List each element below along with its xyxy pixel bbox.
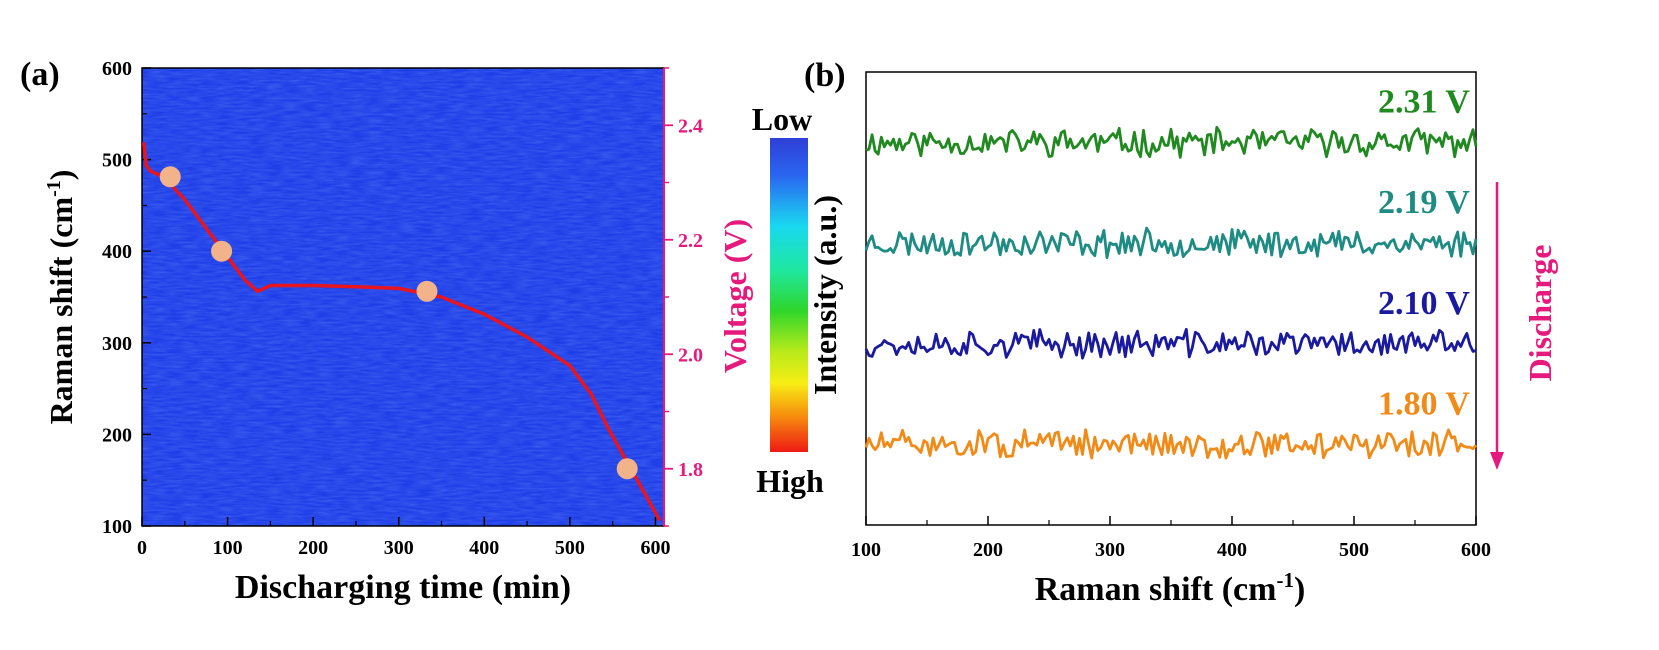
x-axis-label: Discharging time (min) xyxy=(235,569,571,606)
voltage-markers xyxy=(159,166,638,480)
x-tick-label: 500 xyxy=(555,537,585,559)
x-tick-label-b: 400 xyxy=(1217,539,1247,561)
y-tick-label: 600 xyxy=(102,58,132,80)
colorbar-gradient xyxy=(770,138,808,452)
spectra xyxy=(864,125,1478,460)
y-tick-label: 500 xyxy=(102,150,132,172)
heatmap-texture xyxy=(142,68,664,526)
colorbar-high-label: High xyxy=(756,463,824,499)
voltage-marker xyxy=(211,240,233,262)
x-tick-label-b: 600 xyxy=(1461,539,1491,561)
x-tick-label-b: 200 xyxy=(973,539,1003,561)
x-tick-label-b: 300 xyxy=(1095,539,1125,561)
voltage-tick-label: 2.2 xyxy=(678,230,703,252)
voltage-marker xyxy=(159,166,181,188)
spectrum-label: 2.10 V xyxy=(1378,285,1470,322)
x-tick-label-b: 500 xyxy=(1339,539,1369,561)
panel-b-label: (b) xyxy=(804,57,846,94)
panel-b: (b) 100 200 300 400 500 600 2.31 V 2.19 V 2.10 … xyxy=(804,57,1558,608)
spectrum-label: 2.31 V xyxy=(1378,83,1470,120)
voltage-tick-label: 1.8 xyxy=(678,459,703,481)
panel-a-label: (a) xyxy=(20,56,60,93)
y-tick-label: 300 xyxy=(102,333,132,355)
spectrum-label: 2.19 V xyxy=(1378,184,1470,221)
y-tick-label: 400 xyxy=(102,241,132,263)
x-tick-label: 100 xyxy=(213,537,243,559)
voltage-axis-ticks: 1.8 2.0 2.2 2.4 xyxy=(664,67,703,527)
x-tick-label: 200 xyxy=(298,537,328,559)
y-tick-label: 200 xyxy=(102,424,132,446)
discharge-arrow-head xyxy=(1490,452,1504,470)
colorbar-title: Intensity (a.u.) xyxy=(807,195,843,395)
x-tick-label: 300 xyxy=(384,537,414,559)
y-axis-ticks: 100 200 300 400 500 600 xyxy=(102,58,151,538)
colorbar: Low High Intensity (a.u.) xyxy=(752,101,843,499)
x-axis-ticks-b: 100 200 300 400 500 600 xyxy=(851,516,1491,561)
spectrum-line xyxy=(864,428,1478,460)
voltage-tick-label: 2.0 xyxy=(678,344,703,366)
x-axis-ticks: 0 100 200 300 400 500 600 xyxy=(137,517,670,559)
voltage-marker xyxy=(416,280,438,302)
voltage-marker xyxy=(616,458,638,480)
discharge-label: Discharge xyxy=(1522,245,1558,382)
x-tick-label: 600 xyxy=(640,537,670,559)
spectrum-line xyxy=(864,226,1478,260)
voltage-axis-label: Voltage (V) xyxy=(717,219,753,373)
x-tick-label: 0 xyxy=(137,537,147,559)
spectrum-label: 1.80 V xyxy=(1378,385,1470,422)
voltage-tick-label: 2.4 xyxy=(678,115,703,137)
spectrum-line xyxy=(864,327,1477,360)
discharge-arrow xyxy=(1490,182,1504,470)
colorbar-low-label: Low xyxy=(752,101,812,137)
panel-a: (a) 0 100 200 300 400 500 600 1002003004005006… xyxy=(20,56,753,606)
x-tick-label: 400 xyxy=(469,537,499,559)
spectra-labels: 2.31 V 2.19 V 2.10 V 1.80 V xyxy=(1378,83,1470,422)
y-tick-label: 100 xyxy=(102,516,132,538)
x-axis-label-b: Raman shift (cm-1) xyxy=(1035,568,1306,608)
voltage-curve xyxy=(142,142,662,522)
x-tick-label-b: 100 xyxy=(851,539,881,561)
spectrum-line xyxy=(865,125,1478,159)
y-axis-label: Raman shift (cm-1) xyxy=(43,170,79,425)
